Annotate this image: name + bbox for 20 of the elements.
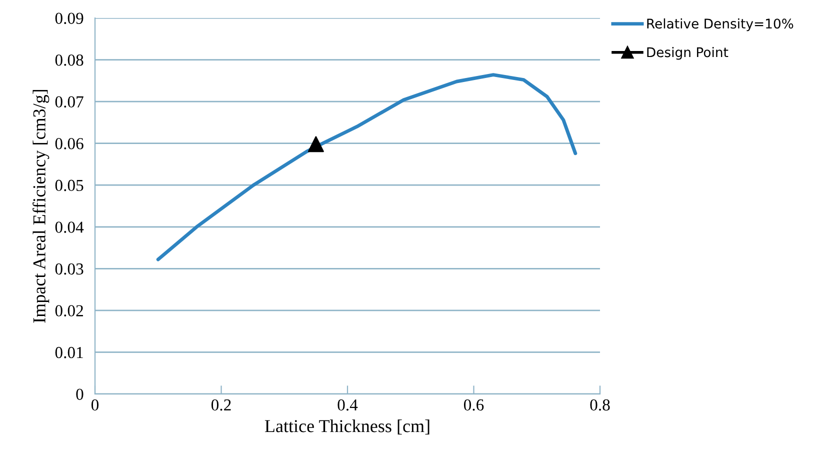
y-tick-label: 0.04 bbox=[55, 222, 84, 233]
x-axis-title: Lattice Thickness [cm] bbox=[264, 420, 430, 434]
y-tick-label: 0.09 bbox=[55, 12, 84, 24]
y-tick-label: 0.08 bbox=[55, 54, 84, 66]
y-tick-label: 0.07 bbox=[55, 96, 84, 108]
y-tick-label: 0.06 bbox=[55, 138, 84, 150]
x-tick-label: 0.4 bbox=[338, 399, 358, 411]
x-tick-label: 0 bbox=[91, 399, 99, 411]
legend-label: Relative Density=10% bbox=[647, 18, 794, 32]
line-series bbox=[156, 73, 578, 262]
x-tick-label: 0.6 bbox=[464, 399, 484, 411]
y-axis-title: Impact Areal Efficiency [cm3/g] bbox=[32, 90, 50, 323]
y-tick-label: 0.01 bbox=[55, 346, 83, 358]
y-tick-label: 0.02 bbox=[55, 305, 83, 316]
y-tick-label: 0.03 bbox=[55, 263, 84, 275]
x-tick-label: 0.2 bbox=[211, 399, 231, 411]
y-tick-label: 0.05 bbox=[55, 180, 84, 192]
legend-label: Design Point bbox=[647, 47, 728, 60]
y-tick-label: 0 bbox=[76, 388, 84, 400]
x-tick-label: 0.8 bbox=[590, 399, 610, 411]
